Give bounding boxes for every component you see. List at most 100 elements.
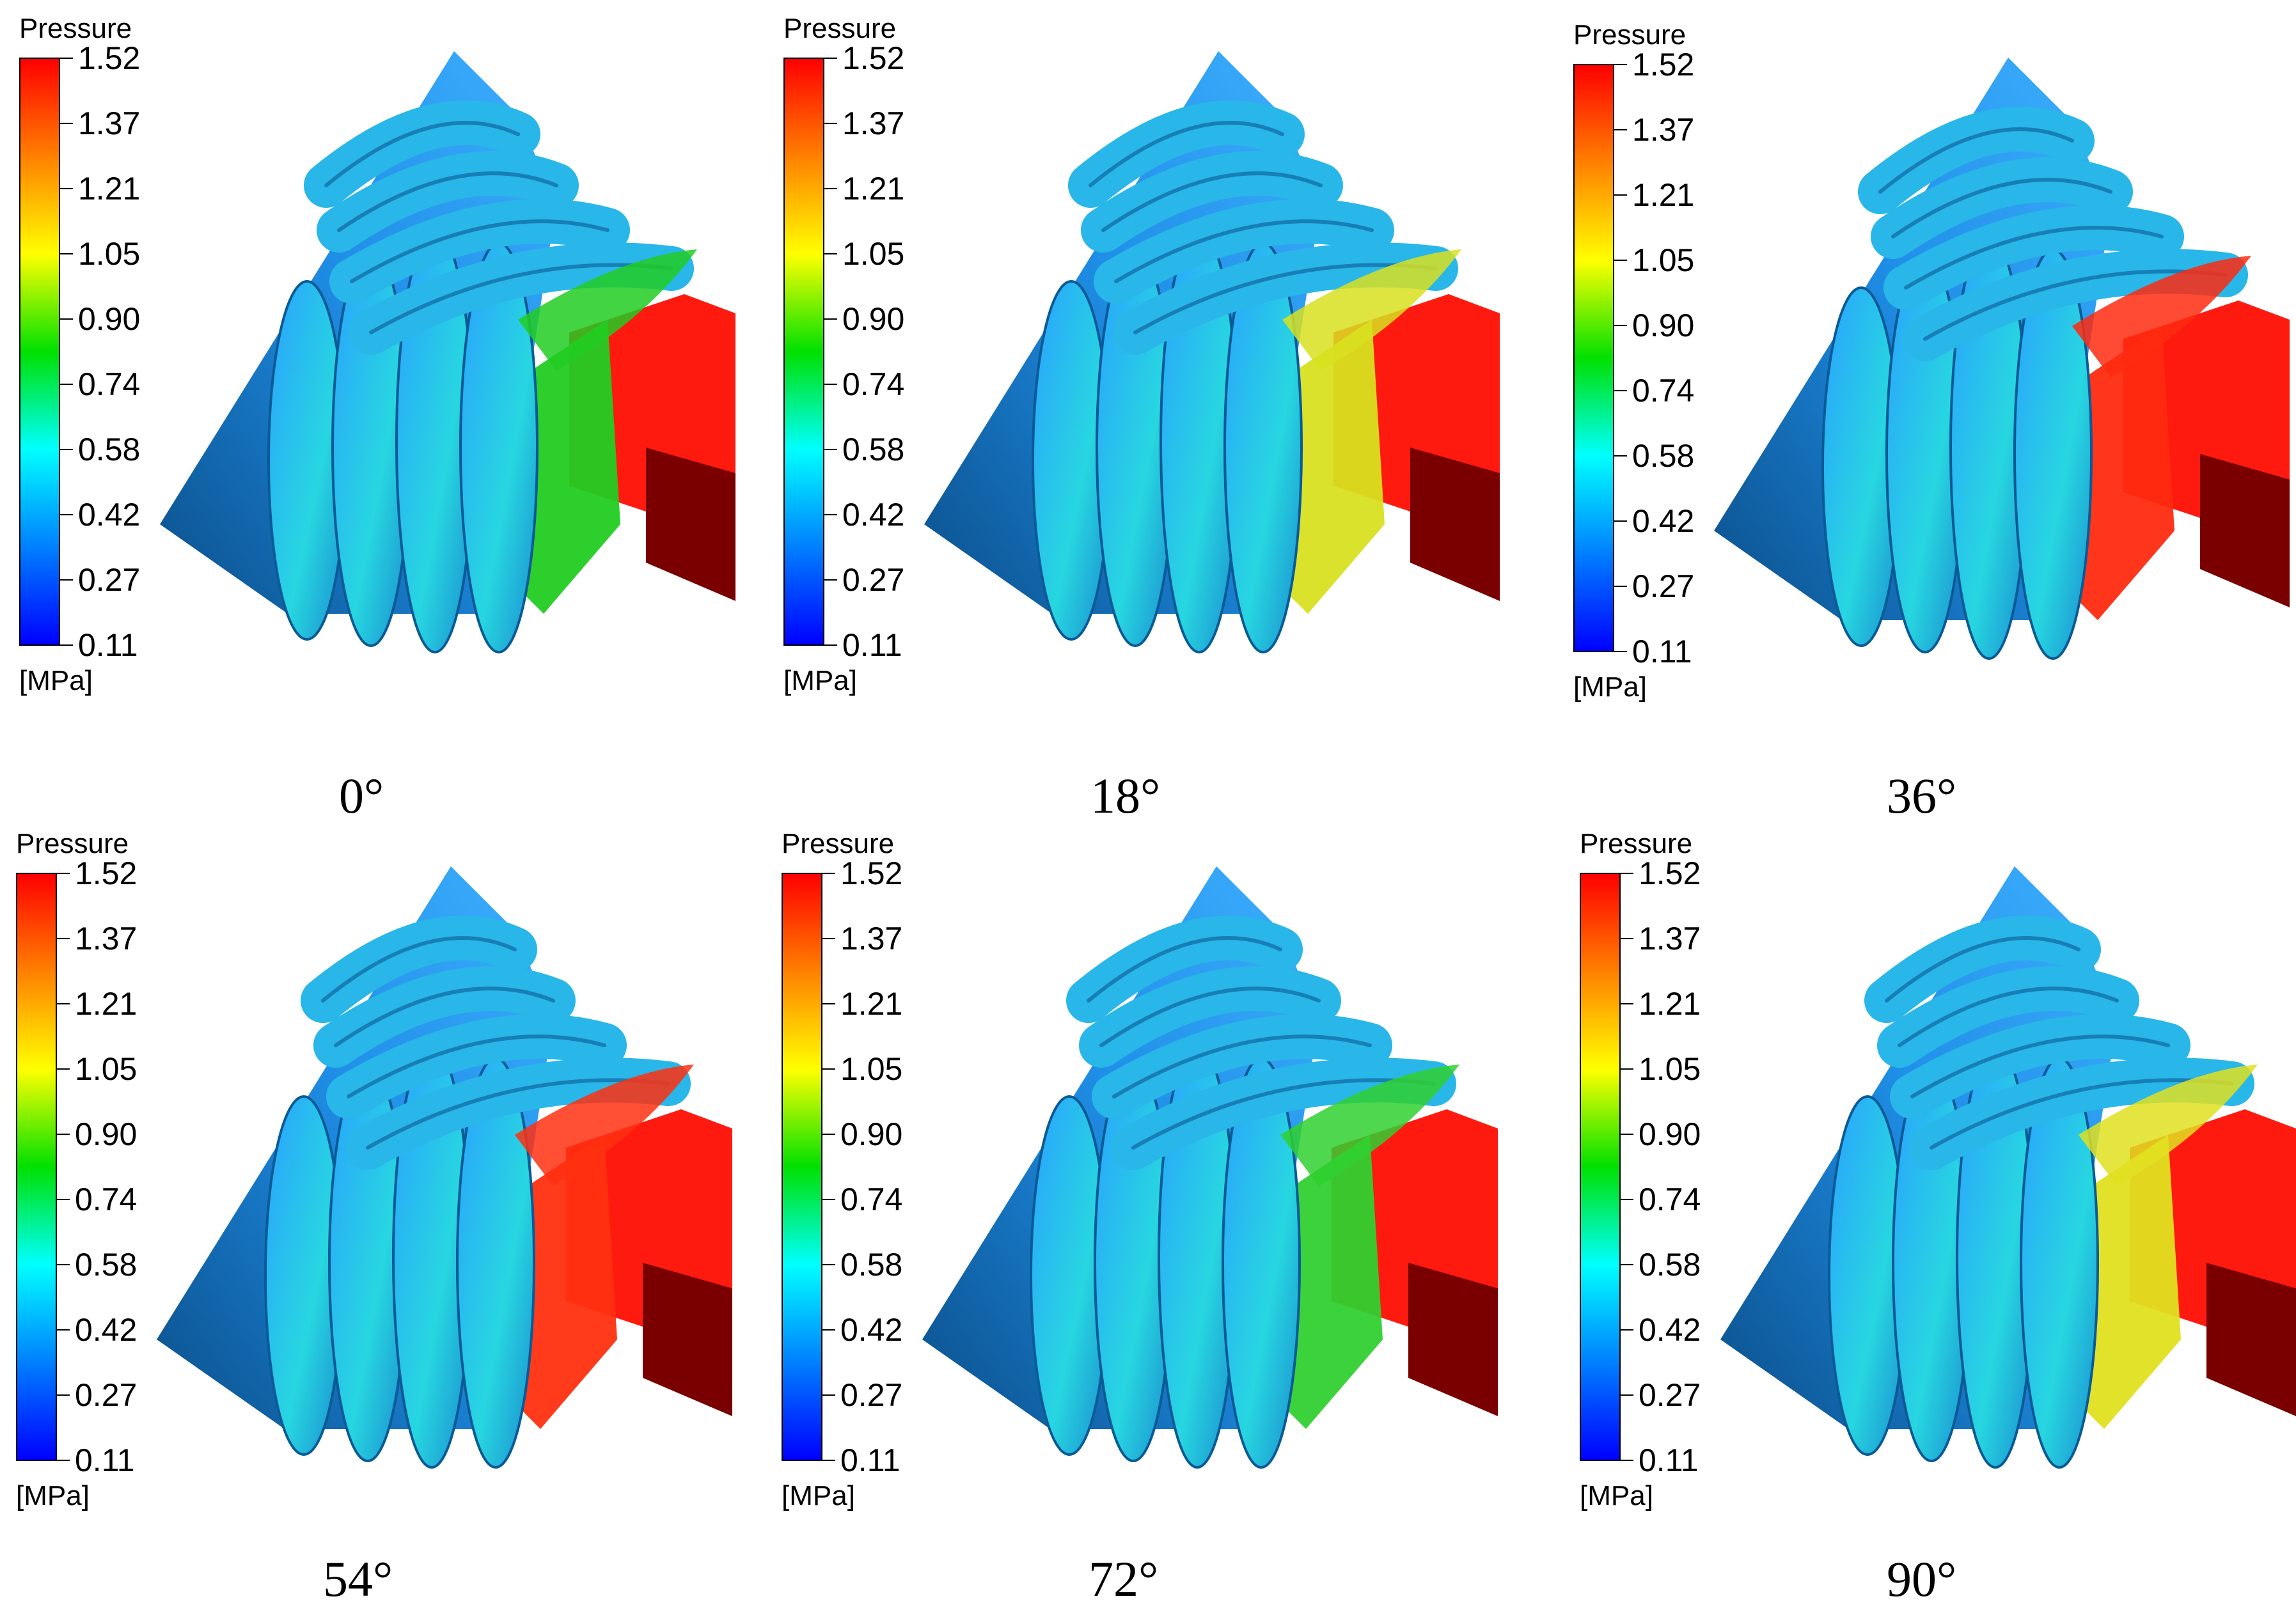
scale-tick xyxy=(56,1394,70,1396)
scale-tick-label: 0.42 xyxy=(1639,1312,1701,1348)
scale-tick xyxy=(821,1264,835,1265)
scale-tick-label: 0.58 xyxy=(78,432,141,467)
scale-tick xyxy=(1613,64,1627,65)
rotor-helix-edge xyxy=(1112,1034,1372,1098)
scale-tick-label: 1.21 xyxy=(1632,177,1695,213)
pressure-panel-18deg: Pressure 1.52 1.37 1.21 1.05 0.90 0.74 0.58 0.4… xyxy=(783,13,1538,824)
scale-tick xyxy=(59,58,73,59)
scale-tick-label: 0.27 xyxy=(840,1377,903,1413)
scale-tick-label: 1.52 xyxy=(1639,855,1701,891)
scale-tick xyxy=(1619,1329,1633,1331)
legend-title: Pressure xyxy=(1580,828,1693,859)
rotor-helix-edge xyxy=(1101,171,1323,232)
discharge-tip xyxy=(515,1065,694,1186)
scale-tick-label: 0.74 xyxy=(75,1182,138,1217)
scale-tick xyxy=(59,123,73,124)
scale-tick-label: 0.11 xyxy=(75,1442,135,1478)
rotor-helix-edge xyxy=(1885,936,2080,1003)
rotation-angle-label: 0° xyxy=(339,768,384,824)
legend-title: Pressure xyxy=(1573,19,1687,51)
scale-tick xyxy=(59,514,73,515)
screw-pressure-render xyxy=(924,51,1500,653)
color-scale-bar xyxy=(783,58,824,646)
scale-tick xyxy=(823,514,837,515)
scale-tick xyxy=(1619,1460,1633,1461)
rotor-helix-edge xyxy=(1087,936,1282,1003)
outlet-shadow xyxy=(643,1263,732,1416)
scale-tick-label: 0.74 xyxy=(1632,373,1695,409)
scale-tick xyxy=(1613,325,1627,326)
color-scale-bar xyxy=(1580,873,1621,1461)
scale-tick-label: 0.27 xyxy=(1639,1377,1701,1413)
scale-tick xyxy=(821,1068,835,1070)
scale-tick-label: 0.42 xyxy=(840,1312,903,1348)
scale-tick xyxy=(823,253,837,254)
legend-unit: [MPa] xyxy=(782,1480,855,1511)
scale-tick xyxy=(1619,873,1633,874)
scale-tick xyxy=(823,318,837,320)
scale-tick-label: 0.90 xyxy=(840,1116,903,1152)
rotor-helix-edge xyxy=(1891,178,2112,238)
scale-tick xyxy=(56,1003,70,1004)
legend-unit: [MPa] xyxy=(19,665,93,696)
scale-tick-label: 1.52 xyxy=(842,40,905,76)
scale-tick xyxy=(823,188,837,189)
rotation-angle-label: 18° xyxy=(1090,768,1161,824)
scale-tick xyxy=(1619,1264,1633,1265)
scale-tick-label: 1.05 xyxy=(1632,242,1695,278)
scale-tick-label: 1.05 xyxy=(842,236,905,272)
scale-tick-label: 0.74 xyxy=(840,1182,903,1217)
scale-tick-label: 0.42 xyxy=(1632,503,1695,539)
scale-tick xyxy=(56,1199,70,1200)
rotor-helix-edge xyxy=(347,1034,606,1098)
scale-tick-label: 1.37 xyxy=(78,105,141,141)
pressure-panel-90deg: Pressure 1.52 1.37 1.21 1.05 0.90 0.74 0.58 0.4… xyxy=(1580,828,2296,1607)
scale-tick xyxy=(823,384,837,385)
scale-tick xyxy=(823,579,837,581)
scale-tick xyxy=(821,1134,835,1135)
outlet-shadow xyxy=(1410,448,1500,601)
scale-tick-label: 1.21 xyxy=(1639,986,1701,1022)
scale-tick-label: 0.90 xyxy=(75,1116,138,1152)
color-scale-bar xyxy=(1573,64,1614,652)
scale-tick-label: 0.90 xyxy=(78,301,141,337)
scale-tick xyxy=(1619,1068,1633,1070)
scale-tick-label: 0.11 xyxy=(840,1442,900,1478)
scale-tick-label: 0.11 xyxy=(842,627,902,663)
scale-tick xyxy=(56,1460,70,1461)
rotor-helix-edge xyxy=(1910,1034,2170,1098)
scale-tick-label: 1.05 xyxy=(840,1051,903,1087)
scale-tick-label: 1.52 xyxy=(75,855,138,891)
color-scale-bar xyxy=(782,873,822,1461)
scale-tick-label: 0.90 xyxy=(842,301,905,337)
scale-tick xyxy=(1619,938,1633,939)
scale-tick xyxy=(1619,1199,1633,1200)
discharge-tip xyxy=(2072,256,2251,377)
discharge-tip xyxy=(1282,249,1461,371)
legend-unit: [MPa] xyxy=(783,665,857,696)
screw-pressure-render xyxy=(160,51,735,653)
scale-tick xyxy=(823,123,837,124)
rotor-helix-edge xyxy=(1114,219,1374,283)
rotation-angle-label: 90° xyxy=(1887,1551,1957,1607)
scale-tick-label: 0.42 xyxy=(78,497,141,533)
scale-tick xyxy=(56,873,70,874)
scale-tick xyxy=(821,1003,835,1004)
rotor-helix-edge xyxy=(334,987,555,1047)
color-scale-bar xyxy=(16,873,57,1461)
screw-pressure-render xyxy=(922,866,1498,1469)
scale-tick-label: 1.21 xyxy=(842,171,905,207)
scale-tick xyxy=(1613,129,1627,130)
legend-unit: [MPa] xyxy=(16,1480,90,1511)
scale-tick-label: 1.37 xyxy=(842,105,905,141)
rotor-helix-edge xyxy=(1089,121,1284,187)
scale-tick-label: 1.21 xyxy=(75,986,138,1022)
scale-tick-label: 1.05 xyxy=(78,236,141,272)
scale-tick-label: 0.58 xyxy=(842,432,905,467)
scale-tick xyxy=(821,1199,835,1200)
scale-tick-label: 0.74 xyxy=(78,366,141,402)
scale-tick xyxy=(821,1394,835,1396)
scale-tick-label: 1.37 xyxy=(1639,921,1701,956)
scale-tick-label: 0.27 xyxy=(78,562,141,598)
scale-tick xyxy=(1613,520,1627,522)
